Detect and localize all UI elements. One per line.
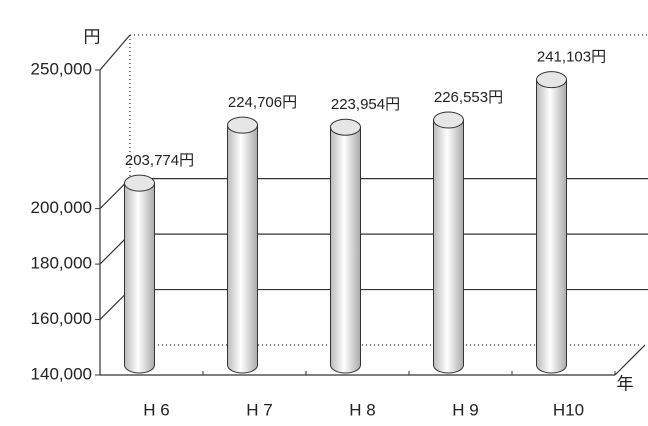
y-tick-label: 250,000 — [31, 59, 92, 78]
x-tick-label: H10 — [553, 400, 584, 419]
bar-cap — [227, 116, 258, 134]
x-tick-label: H 6 — [143, 400, 169, 419]
y-tick-label: 200,000 — [31, 198, 92, 217]
bar — [536, 79, 567, 366]
value-label: 241,103円 — [537, 49, 606, 66]
bar-cap — [536, 71, 567, 89]
x-tick-label: H 9 — [452, 400, 478, 419]
bar — [124, 183, 155, 365]
y-tick-label: 160,000 — [31, 309, 92, 328]
value-label: 203,774円 — [125, 152, 194, 169]
x-unit: 年 — [617, 374, 634, 393]
bar-cap — [124, 174, 155, 192]
bar — [330, 127, 361, 366]
bar — [433, 120, 464, 365]
value-label: 224,706円 — [228, 94, 297, 111]
y-tick-label: 140,000 — [31, 364, 92, 383]
value-label: 226,553円 — [434, 89, 503, 106]
y-tick-label: 180,000 — [31, 254, 92, 273]
bar-cap — [330, 118, 361, 136]
bar — [227, 125, 258, 365]
bar-cap — [433, 111, 464, 129]
x-tick-label: H 7 — [246, 400, 272, 419]
y-unit: 円 — [84, 27, 101, 46]
value-label: 223,954円 — [331, 96, 400, 113]
x-tick-label: H 8 — [349, 400, 375, 419]
